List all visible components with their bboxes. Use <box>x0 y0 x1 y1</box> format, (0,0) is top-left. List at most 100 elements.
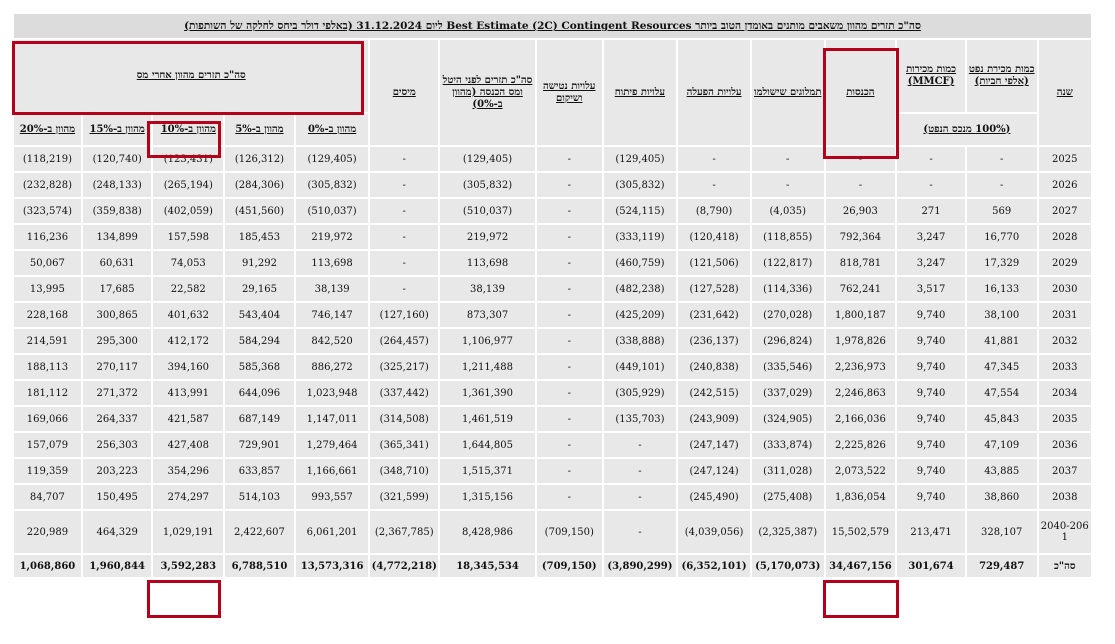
cell-pretax: 1,644,805 <box>440 433 535 457</box>
cell-d20: 228,168 <box>14 303 81 327</box>
cell-abandon: - <box>536 225 602 249</box>
cell-abandon: - <box>536 303 602 327</box>
cell-d10: 413,991 <box>153 381 224 405</box>
cell-abandon: - <box>536 147 602 171</box>
cell-taxes: - <box>370 199 439 223</box>
cell-abandon: - <box>536 407 602 431</box>
total-oil: 729,487 <box>966 555 1037 577</box>
cell-gas: 271 <box>897 199 965 223</box>
cell-devcost: - <box>603 433 677 457</box>
cell-year: 2030 <box>1038 277 1091 301</box>
cell-oil: 17,329 <box>966 251 1037 275</box>
cell-d20: 157,079 <box>14 433 81 457</box>
table-row: 2032 41,881 9,740 1,978,826 (296,824) (236,13… <box>14 329 1091 353</box>
cell-revenue: 1,836,054 <box>825 485 896 509</box>
cell-d15: 203,223 <box>82 459 152 483</box>
header-revenue: הכנסות <box>825 40 896 145</box>
cell-gas: 3,517 <box>897 277 965 301</box>
cell-royalties: (335,546) <box>751 355 824 379</box>
cell-year: 2027 <box>1038 199 1091 223</box>
cell-d15: (120,740) <box>82 147 152 171</box>
cell-d5: 2,422,607 <box>225 511 294 553</box>
cell-pretax: 219,972 <box>440 225 535 249</box>
total-year: סה"כ <box>1038 555 1091 577</box>
cell-oil: 16,133 <box>966 277 1037 301</box>
cell-d0: 113,698 <box>295 251 369 275</box>
cell-royalties: (122,817) <box>751 251 824 275</box>
cell-abandon: - <box>536 459 602 483</box>
total-d5: 6,788,510 <box>225 555 294 577</box>
cell-pretax: 1,361,390 <box>440 381 535 405</box>
cell-year: 2032 <box>1038 329 1091 353</box>
header-oil-qty: כמות מכירת נפט (אלפי חביות) <box>966 40 1037 112</box>
cell-d15: 60,631 <box>82 251 152 275</box>
cell-gas: 3,247 <box>897 251 965 275</box>
table-row: 2034 47,554 9,740 2,246,863 (337,029) (242,51… <box>14 381 1091 405</box>
total-d20: 1,068,860 <box>14 555 81 577</box>
cell-royalties: (4,035) <box>751 199 824 223</box>
cell-gas: - <box>897 147 965 171</box>
cell-d20: 214,591 <box>14 329 81 353</box>
cell-revenue: 1,978,826 <box>825 329 896 353</box>
cell-oil: - <box>966 173 1037 197</box>
header-discount-0: מהוון ב-0% <box>295 114 369 145</box>
cell-royalties: - <box>751 173 824 197</box>
cell-abandon: - <box>536 355 602 379</box>
cell-royalties: (114,336) <box>751 277 824 301</box>
cell-gas: 3,247 <box>897 225 965 249</box>
cell-d5: 91,292 <box>225 251 294 275</box>
cell-revenue: 818,781 <box>825 251 896 275</box>
highlight-discount-10-total <box>147 580 221 618</box>
cell-devcost: (129,405) <box>603 147 677 171</box>
cell-gas: 9,740 <box>897 485 965 509</box>
table-row: 2037 43,885 9,740 2,073,522 (311,028) (247,12… <box>14 459 1091 483</box>
cell-opex: (247,124) <box>678 459 750 483</box>
cell-taxes: (325,217) <box>370 355 439 379</box>
cell-devcost: (135,703) <box>603 407 677 431</box>
cell-taxes: (127,160) <box>370 303 439 327</box>
cell-oil: - <box>966 147 1037 171</box>
cell-royalties: (118,855) <box>751 225 824 249</box>
header-taxes: מיסים <box>370 40 439 145</box>
cell-d20: (323,574) <box>14 199 81 223</box>
cell-royalties: (324,905) <box>751 407 824 431</box>
cell-pretax: (305,832) <box>440 173 535 197</box>
cell-d10: 394,160 <box>153 355 224 379</box>
cell-abandon: - <box>536 329 602 353</box>
cell-opex: (240,838) <box>678 355 750 379</box>
cell-pretax: 1,106,977 <box>440 329 535 353</box>
cell-taxes: (337,442) <box>370 381 439 405</box>
cell-abandon: - <box>536 485 602 509</box>
cell-gas: 9,740 <box>897 303 965 327</box>
total-d0: 13,573,316 <box>295 555 369 577</box>
cell-gas: 213,471 <box>897 511 965 553</box>
cell-year: 2038 <box>1038 485 1091 509</box>
cell-pretax: 873,307 <box>440 303 535 327</box>
cell-d20: (118,219) <box>14 147 81 171</box>
cashflow-table: סה"כ תזרים מהוון משאבים מותנים באומדן הט… <box>12 12 1093 579</box>
cell-d0: 1,147,011 <box>295 407 369 431</box>
cell-d5: 29,165 <box>225 277 294 301</box>
cell-gas: - <box>897 173 965 197</box>
header-opex: עלויות הפעלה <box>678 40 750 145</box>
cell-d0: 38,139 <box>295 277 369 301</box>
cell-year: 2035 <box>1038 407 1091 431</box>
cell-d10: 421,587 <box>153 407 224 431</box>
table-row: 2027 569 271 26,903 (4,035) (8,790) (524,115) -… <box>14 199 1091 223</box>
cell-abandon: - <box>536 173 602 197</box>
cell-d20: 188,113 <box>14 355 81 379</box>
cell-pretax: 8,428,986 <box>440 511 535 553</box>
cell-d5: 514,103 <box>225 485 294 509</box>
cell-devcost: (305,929) <box>603 381 677 405</box>
cell-d15: (359,838) <box>82 199 152 223</box>
cell-d5: 584,294 <box>225 329 294 353</box>
cell-d20: 181,112 <box>14 381 81 405</box>
cell-d5: 729,901 <box>225 433 294 457</box>
cell-taxes: (348,710) <box>370 459 439 483</box>
highlight-revenue-total <box>823 580 899 618</box>
cell-d15: 270,117 <box>82 355 152 379</box>
cell-d0: 842,520 <box>295 329 369 353</box>
cell-royalties: (275,408) <box>751 485 824 509</box>
table-row: 2025- - - - - (129,405) - (129,405) - (129,405) (1… <box>14 147 1091 171</box>
cell-royalties: (270,028) <box>751 303 824 327</box>
